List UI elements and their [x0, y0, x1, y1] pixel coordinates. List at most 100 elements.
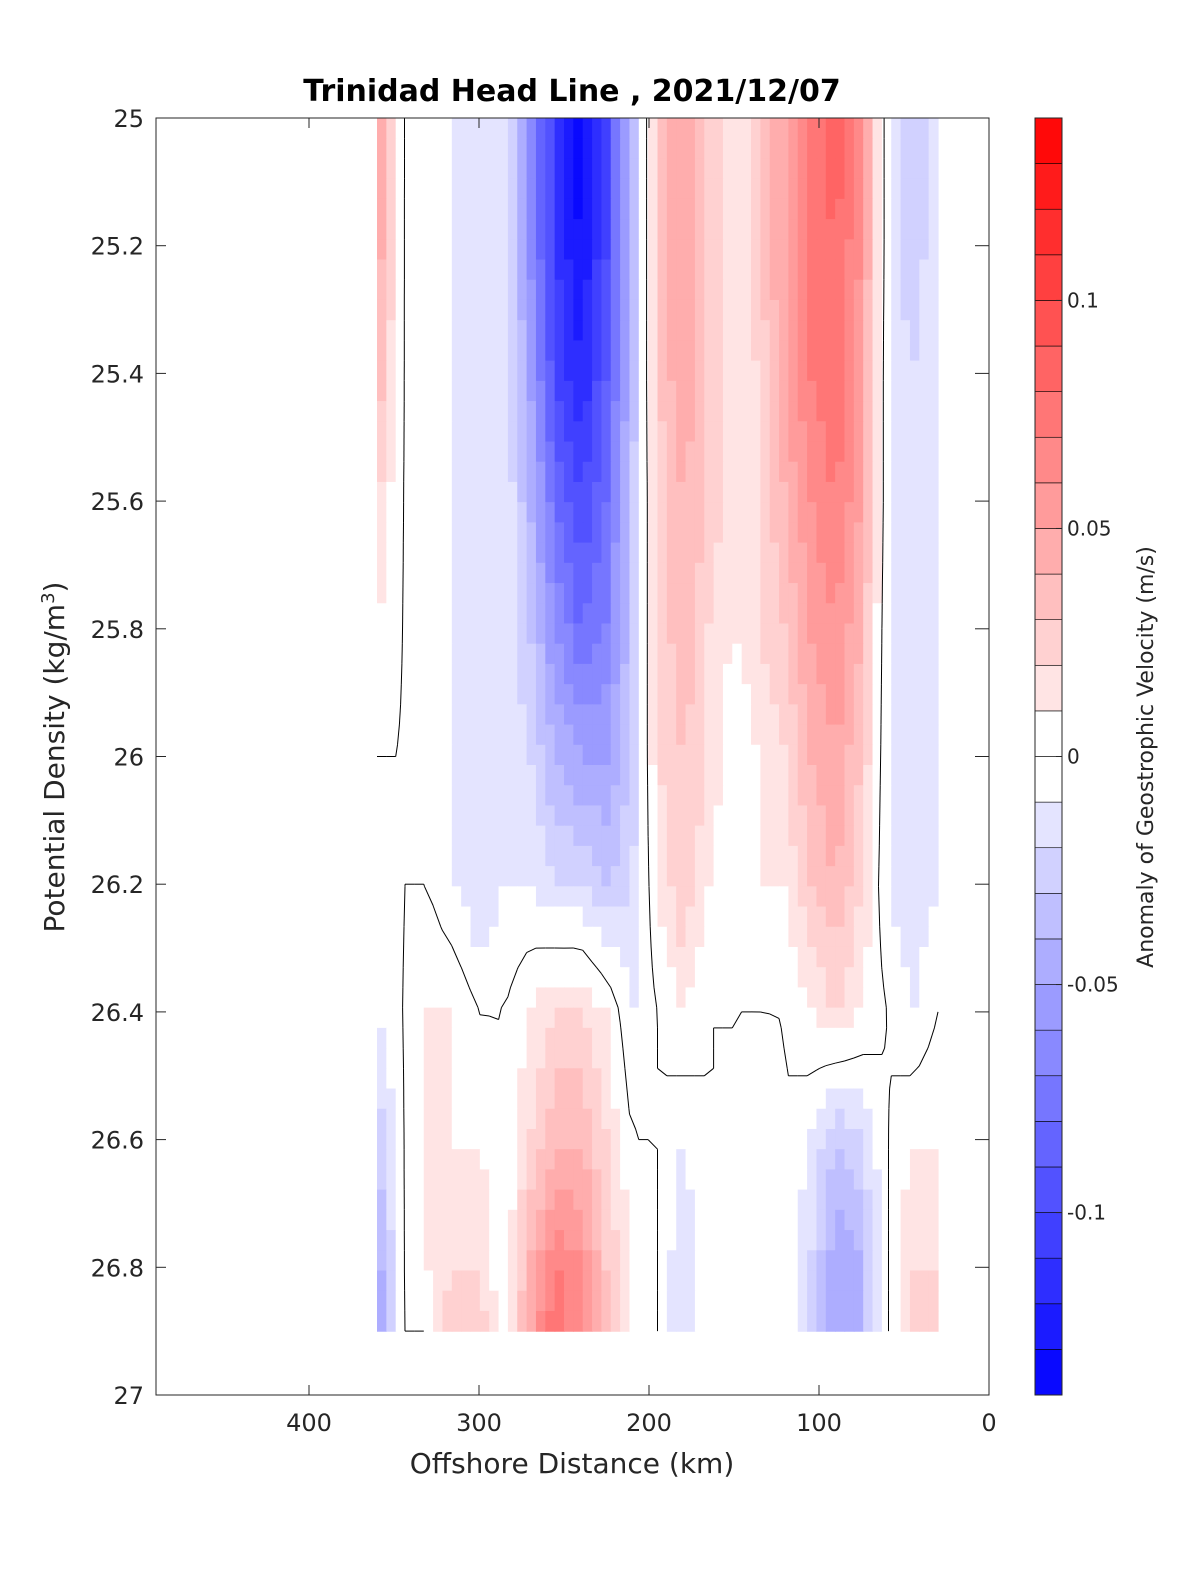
heatmap-cell [433, 987, 444, 1009]
heatmap-cell [919, 1290, 930, 1312]
heatmap-cell [666, 138, 677, 160]
heatmap-cell [479, 906, 490, 928]
heatmap-cell [685, 320, 696, 342]
heatmap-cell [620, 542, 631, 564]
heatmap-cell [433, 643, 444, 665]
heatmap-cell [816, 1128, 827, 1150]
heatmap-cell [807, 340, 818, 362]
heatmap-cell [732, 643, 743, 665]
heatmap-cell [479, 805, 490, 827]
heatmap-cell [769, 704, 780, 726]
heatmap-cell [507, 684, 518, 705]
heatmap-cell [573, 805, 584, 827]
heatmap-cell [881, 401, 892, 422]
heatmap-cell [779, 1209, 789, 1231]
zero-contour-segment [648, 886, 651, 907]
heatmap-cell [769, 603, 780, 625]
heatmap-cell [769, 684, 780, 705]
heatmap-cell [713, 118, 724, 139]
heatmap-cell [526, 259, 537, 281]
heatmap-cell [909, 259, 920, 281]
heatmap-cell [433, 1250, 444, 1272]
heatmap-cell [788, 421, 799, 443]
heatmap-cell [779, 481, 789, 503]
heatmap-cell [779, 785, 789, 807]
heatmap-cell [676, 623, 687, 645]
y-tick-label: 26.6 [91, 1127, 144, 1155]
heatmap-cell [582, 1068, 593, 1090]
heatmap-cell [676, 825, 687, 847]
heatmap-cell [900, 1088, 911, 1110]
heatmap-cell [470, 663, 481, 685]
heatmap-cell [461, 1128, 472, 1150]
heatmap-cell [881, 259, 892, 281]
heatmap-cell [414, 785, 425, 807]
heatmap-cell [442, 562, 453, 584]
heatmap-cell [629, 886, 640, 908]
heatmap-cell [554, 502, 565, 523]
heatmap-cell [788, 1250, 799, 1272]
heatmap-cell [816, 562, 827, 584]
heatmap-cell [704, 684, 715, 705]
heatmap-cell [629, 1027, 640, 1049]
heatmap-cell [554, 1310, 565, 1332]
heatmap-cell [564, 279, 574, 301]
heatmap-cell [704, 279, 715, 301]
heatmap-cell [592, 967, 602, 989]
heatmap-cell [405, 825, 415, 847]
heatmap-cell [479, 481, 490, 503]
heatmap-cell [685, 1048, 696, 1069]
heatmap-cell [788, 279, 799, 301]
heatmap-cell [564, 542, 574, 564]
heatmap-cell [470, 178, 481, 200]
heatmap-cell [405, 380, 415, 402]
heatmap-cell [881, 320, 892, 342]
heatmap-cell [507, 461, 518, 483]
heatmap-cell [816, 987, 827, 1009]
heatmap-cell [470, 138, 481, 160]
heatmap-cell [535, 1290, 546, 1312]
heatmap-cell [760, 1149, 771, 1170]
heatmap-cell [853, 1108, 864, 1130]
heatmap-cell [461, 340, 472, 362]
heatmap-cell [498, 1310, 509, 1332]
heatmap-cell [489, 118, 500, 139]
heatmap-cell [694, 684, 705, 705]
heatmap-cell [732, 522, 743, 544]
heatmap-cell [844, 340, 855, 362]
heatmap-cell [881, 1048, 892, 1069]
heatmap-cell [900, 279, 911, 301]
heatmap-cell [891, 522, 902, 544]
heatmap-cell [610, 279, 621, 301]
heatmap-cell [620, 623, 631, 645]
heatmap-cell [442, 684, 453, 705]
heatmap-cell [489, 219, 500, 240]
heatmap-cell [386, 1209, 397, 1231]
heatmap-cell [535, 1310, 546, 1332]
heatmap-cell [928, 461, 939, 483]
heatmap-cell [900, 1149, 911, 1170]
heatmap-cell [423, 805, 434, 827]
heatmap-cell [470, 684, 481, 705]
heatmap-cell [825, 1230, 836, 1251]
heatmap-cell [414, 987, 425, 1009]
heatmap-cell [554, 744, 565, 766]
heatmap-cell [620, 663, 631, 685]
heatmap-cell [704, 401, 715, 422]
heatmap-cell [592, 1189, 602, 1211]
zero-contour-segment [507, 987, 511, 998]
heatmap-cell [769, 1068, 780, 1090]
heatmap-cell [582, 320, 593, 342]
heatmap-cell [377, 1048, 387, 1069]
heatmap-cell [507, 441, 518, 463]
heatmap-cell [461, 663, 472, 685]
heatmap-cell [909, 1189, 920, 1211]
heatmap-cell [722, 805, 733, 827]
heatmap-cell [900, 744, 911, 766]
heatmap-cell [797, 1250, 808, 1272]
heatmap-cell [610, 866, 621, 887]
heatmap-cell [554, 704, 565, 726]
heatmap-cell [863, 158, 874, 180]
zero-contour-segment [635, 1128, 640, 1140]
heatmap-cell [825, 1048, 836, 1069]
